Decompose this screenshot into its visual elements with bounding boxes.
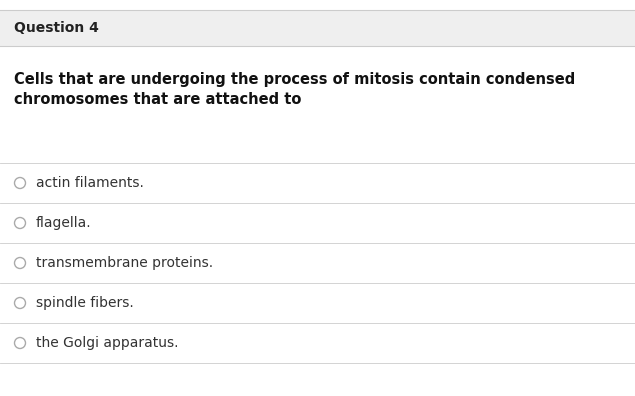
Text: Cells that are undergoing the process of mitosis contain condensed: Cells that are undergoing the process of… (14, 72, 575, 87)
Text: Question 4: Question 4 (14, 21, 99, 35)
Bar (0, 10, 635, 46)
Text: chromosomes that are attached to: chromosomes that are attached to (14, 92, 302, 107)
Text: flagella.: flagella. (36, 216, 91, 230)
Text: transmembrane proteins.: transmembrane proteins. (36, 256, 213, 270)
Text: the Golgi apparatus.: the Golgi apparatus. (36, 336, 178, 350)
Text: spindle fibers.: spindle fibers. (36, 296, 134, 310)
Text: actin filaments.: actin filaments. (36, 176, 144, 190)
